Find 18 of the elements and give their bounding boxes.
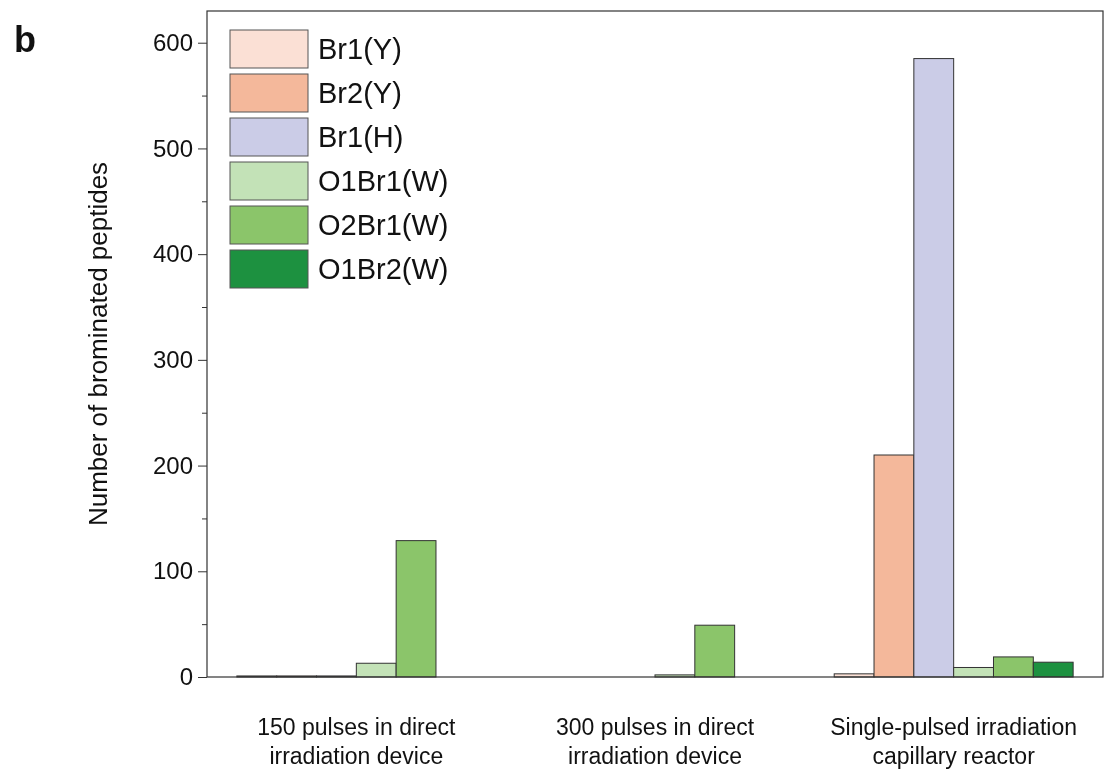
y-tick-label: 600	[152, 28, 193, 56]
y-tick-label: 0	[179, 663, 193, 691]
legend-label: O1Br2(W)	[318, 253, 449, 285]
legend-label: Br1(H)	[318, 121, 404, 153]
y-tick-label: 500	[152, 134, 193, 162]
x-tick-label: Single-pulsed irradiation capillary reactor	[830, 714, 1078, 769]
y-tick-label: 300	[152, 346, 193, 374]
legend-label: Br1(Y)	[318, 33, 402, 65]
x-tick-label: 300 pulses in direct irradiation device	[555, 714, 755, 769]
y-tick-label: 200	[152, 451, 193, 479]
text: b	[14, 19, 36, 60]
legend-label: O1Br1(W)	[318, 165, 449, 197]
y-axis-title: Number of brominated peptides	[83, 161, 113, 527]
legend-label: O2Br1(W)	[318, 209, 449, 241]
x-tick-label: 150 pulses in direct irradiation device	[257, 714, 457, 769]
y-tick-label: 100	[152, 557, 193, 585]
y-tick-label: 400	[152, 240, 193, 268]
legend-label: Br2(Y)	[318, 77, 402, 109]
